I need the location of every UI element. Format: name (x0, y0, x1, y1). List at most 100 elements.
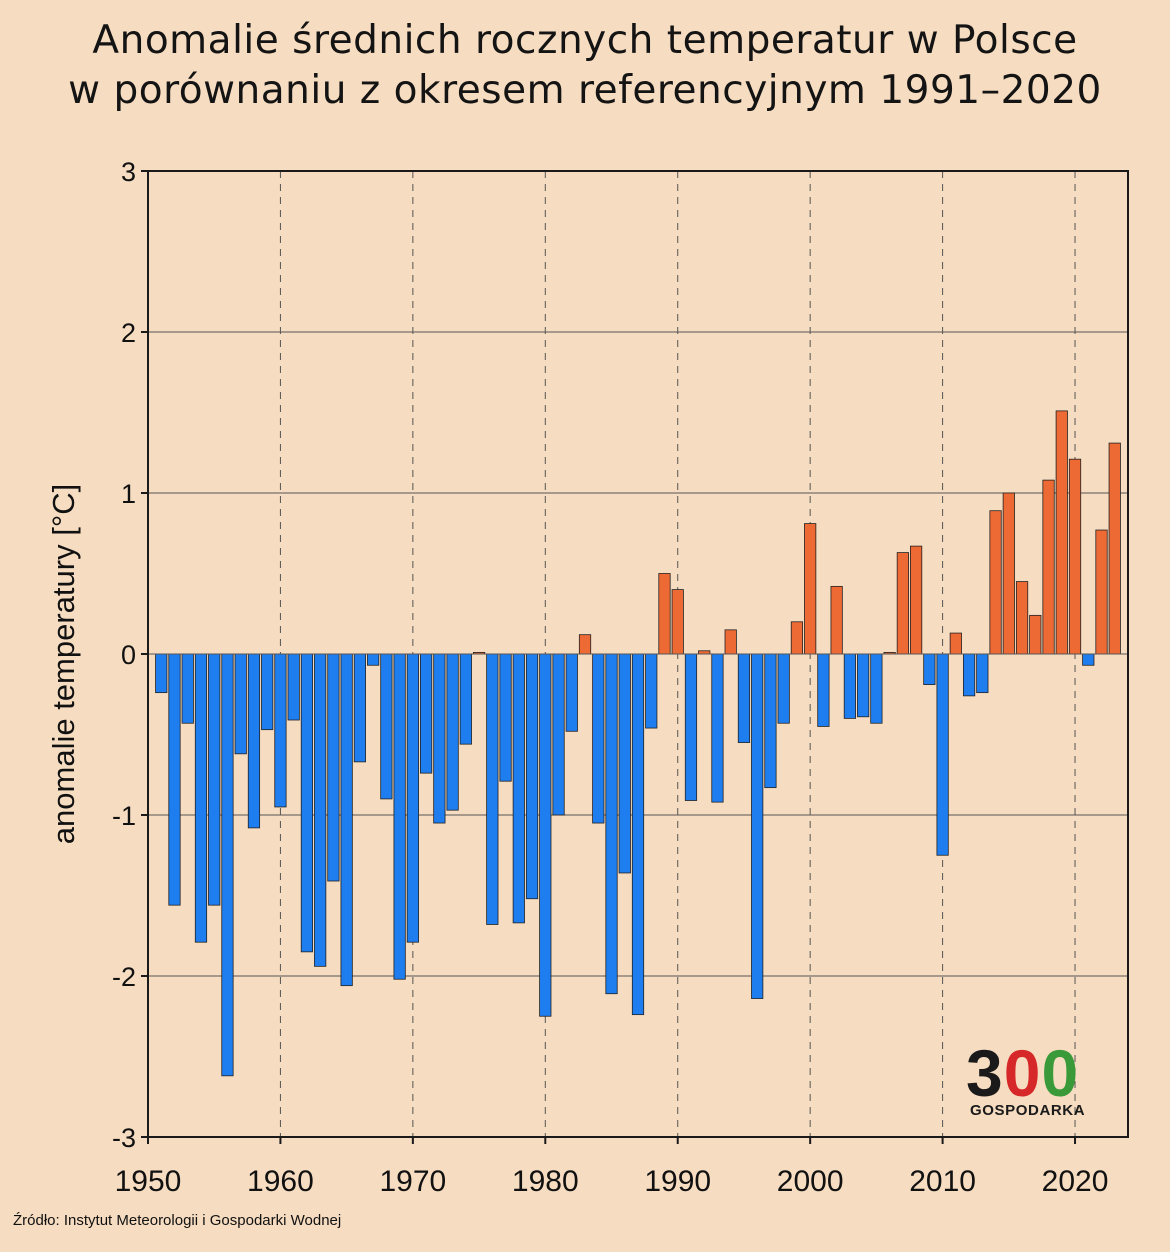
bar-1969 (393, 653, 406, 980)
bar-1980 (539, 653, 552, 1017)
bar-1968 (380, 653, 393, 800)
bar-1986 (618, 653, 631, 874)
bar-1979 (525, 653, 539, 900)
bar-1958 (247, 653, 261, 829)
bar-2004 (857, 653, 870, 718)
bar-1991 (684, 653, 698, 801)
y-tick-label: -3 (112, 1123, 136, 1153)
bar-1951 (155, 653, 168, 694)
bar-1955 (208, 653, 221, 906)
logo-digit-0-red: 0 (1003, 1036, 1041, 1110)
bar-1987 (631, 653, 645, 1016)
chart-title: Anomalie średnich rocznych temperatur w … (0, 16, 1170, 116)
bar-1973 (446, 653, 459, 811)
y-tick-label: 0 (121, 640, 136, 670)
bar-1977 (499, 653, 512, 782)
bar-1952 (168, 653, 181, 906)
bar-1982 (565, 653, 578, 732)
bar-2009 (923, 653, 936, 685)
y-axis-title: anomalie temperatury [°C] (46, 484, 81, 844)
bar-2011 (949, 632, 962, 655)
bar-1961 (287, 653, 300, 721)
bar-1988 (645, 653, 658, 729)
x-tick-label: 1960 (247, 1165, 314, 1198)
bar-1993 (711, 653, 724, 803)
bar-1989 (658, 573, 671, 655)
bar-1990 (671, 589, 684, 655)
bar-1995 (737, 653, 751, 743)
bar-2017 (1029, 614, 1042, 655)
logo-digits: 3 0 0 (966, 1036, 1108, 1110)
logo-300-gospodarka: 3 0 0 GOSPODARKA (966, 1036, 1108, 1122)
bar-2023 (1108, 442, 1121, 655)
bar-1956 (221, 653, 234, 1077)
bar-1976 (486, 653, 499, 925)
x-tick-label: 1970 (379, 1165, 446, 1198)
bar-1972 (433, 653, 446, 824)
bar-2022 (1095, 529, 1108, 655)
bar-1962 (300, 653, 314, 953)
bar-1985 (605, 653, 618, 995)
bar-1994 (724, 629, 737, 655)
bar-2000 (804, 523, 817, 655)
y-tick-label: 3 (121, 157, 136, 187)
bar-2019 (1055, 410, 1068, 655)
y-tick-label: 1 (121, 479, 136, 509)
bar-2010 (936, 653, 949, 856)
y-tick-label: -2 (112, 962, 136, 992)
bar-2018 (1042, 479, 1055, 655)
bar-1978 (512, 653, 525, 924)
bar-2005 (870, 653, 883, 724)
axis-labels: 3 2 1 0 -1 -2 -3 1950 1960 1970 1980 1990 2000 2010 20… (46, 157, 1108, 1198)
bar-1954 (194, 653, 208, 943)
x-tick-label: 1990 (644, 1165, 711, 1198)
bar-2008 (910, 545, 923, 655)
bar-2002 (830, 585, 843, 655)
bar-2012 (962, 653, 976, 697)
bar-2007 (896, 552, 909, 655)
bar-2003 (843, 653, 856, 719)
bar-1999 (790, 621, 804, 655)
bar-2015 (1002, 492, 1015, 655)
bar-2014 (989, 510, 1002, 655)
source-note: Źródło: Instytut Meteorologii i Gospodar… (13, 1212, 342, 1229)
bar-2001 (817, 653, 830, 727)
bar-1971 (420, 653, 433, 774)
logo-digit-0-green: 0 (1041, 1036, 1078, 1110)
bar-2020 (1068, 458, 1082, 655)
bar-1984 (592, 653, 605, 824)
y-tick-label: 2 (121, 318, 136, 348)
bar-1981 (552, 653, 565, 816)
logo-label: GOSPODARKA (970, 1102, 1086, 1119)
y-tick-label: -1 (112, 801, 136, 831)
bar-1963 (314, 653, 327, 967)
x-tick-label: 2010 (909, 1165, 976, 1198)
bar-1996 (751, 653, 764, 999)
axes (141, 170, 1129, 1144)
bar-1953 (181, 653, 194, 724)
bar-1983 (578, 634, 592, 655)
bar-1997 (764, 653, 777, 789)
chart-title-line-1: Anomalie średnich rocznych temperatur w … (92, 18, 1078, 63)
bar-1970 (406, 653, 419, 943)
bar-1964 (327, 653, 340, 882)
bar-1960 (274, 653, 287, 808)
bar-2021 (1082, 653, 1095, 666)
x-tick-label: 1950 (115, 1165, 182, 1198)
x-tick-label: 2000 (777, 1165, 844, 1198)
bar-1957 (234, 653, 247, 755)
logo-digit-3: 3 (966, 1036, 1003, 1110)
bar-1966 (353, 653, 366, 763)
bar-1967 (367, 653, 380, 666)
x-tick-label: 2020 (1042, 1165, 1109, 1198)
bar-1998 (777, 653, 790, 724)
bar-2016 (1015, 581, 1029, 655)
bar-1965 (340, 653, 353, 987)
bar-1959 (261, 653, 274, 731)
x-tick-label: 1980 (512, 1165, 579, 1198)
bar-1974 (459, 653, 472, 745)
bar-series (155, 410, 1121, 1077)
bar-2013 (976, 653, 989, 694)
chart-title-line-2: w porównaniu z okresem referencyjnym 199… (68, 68, 1102, 113)
